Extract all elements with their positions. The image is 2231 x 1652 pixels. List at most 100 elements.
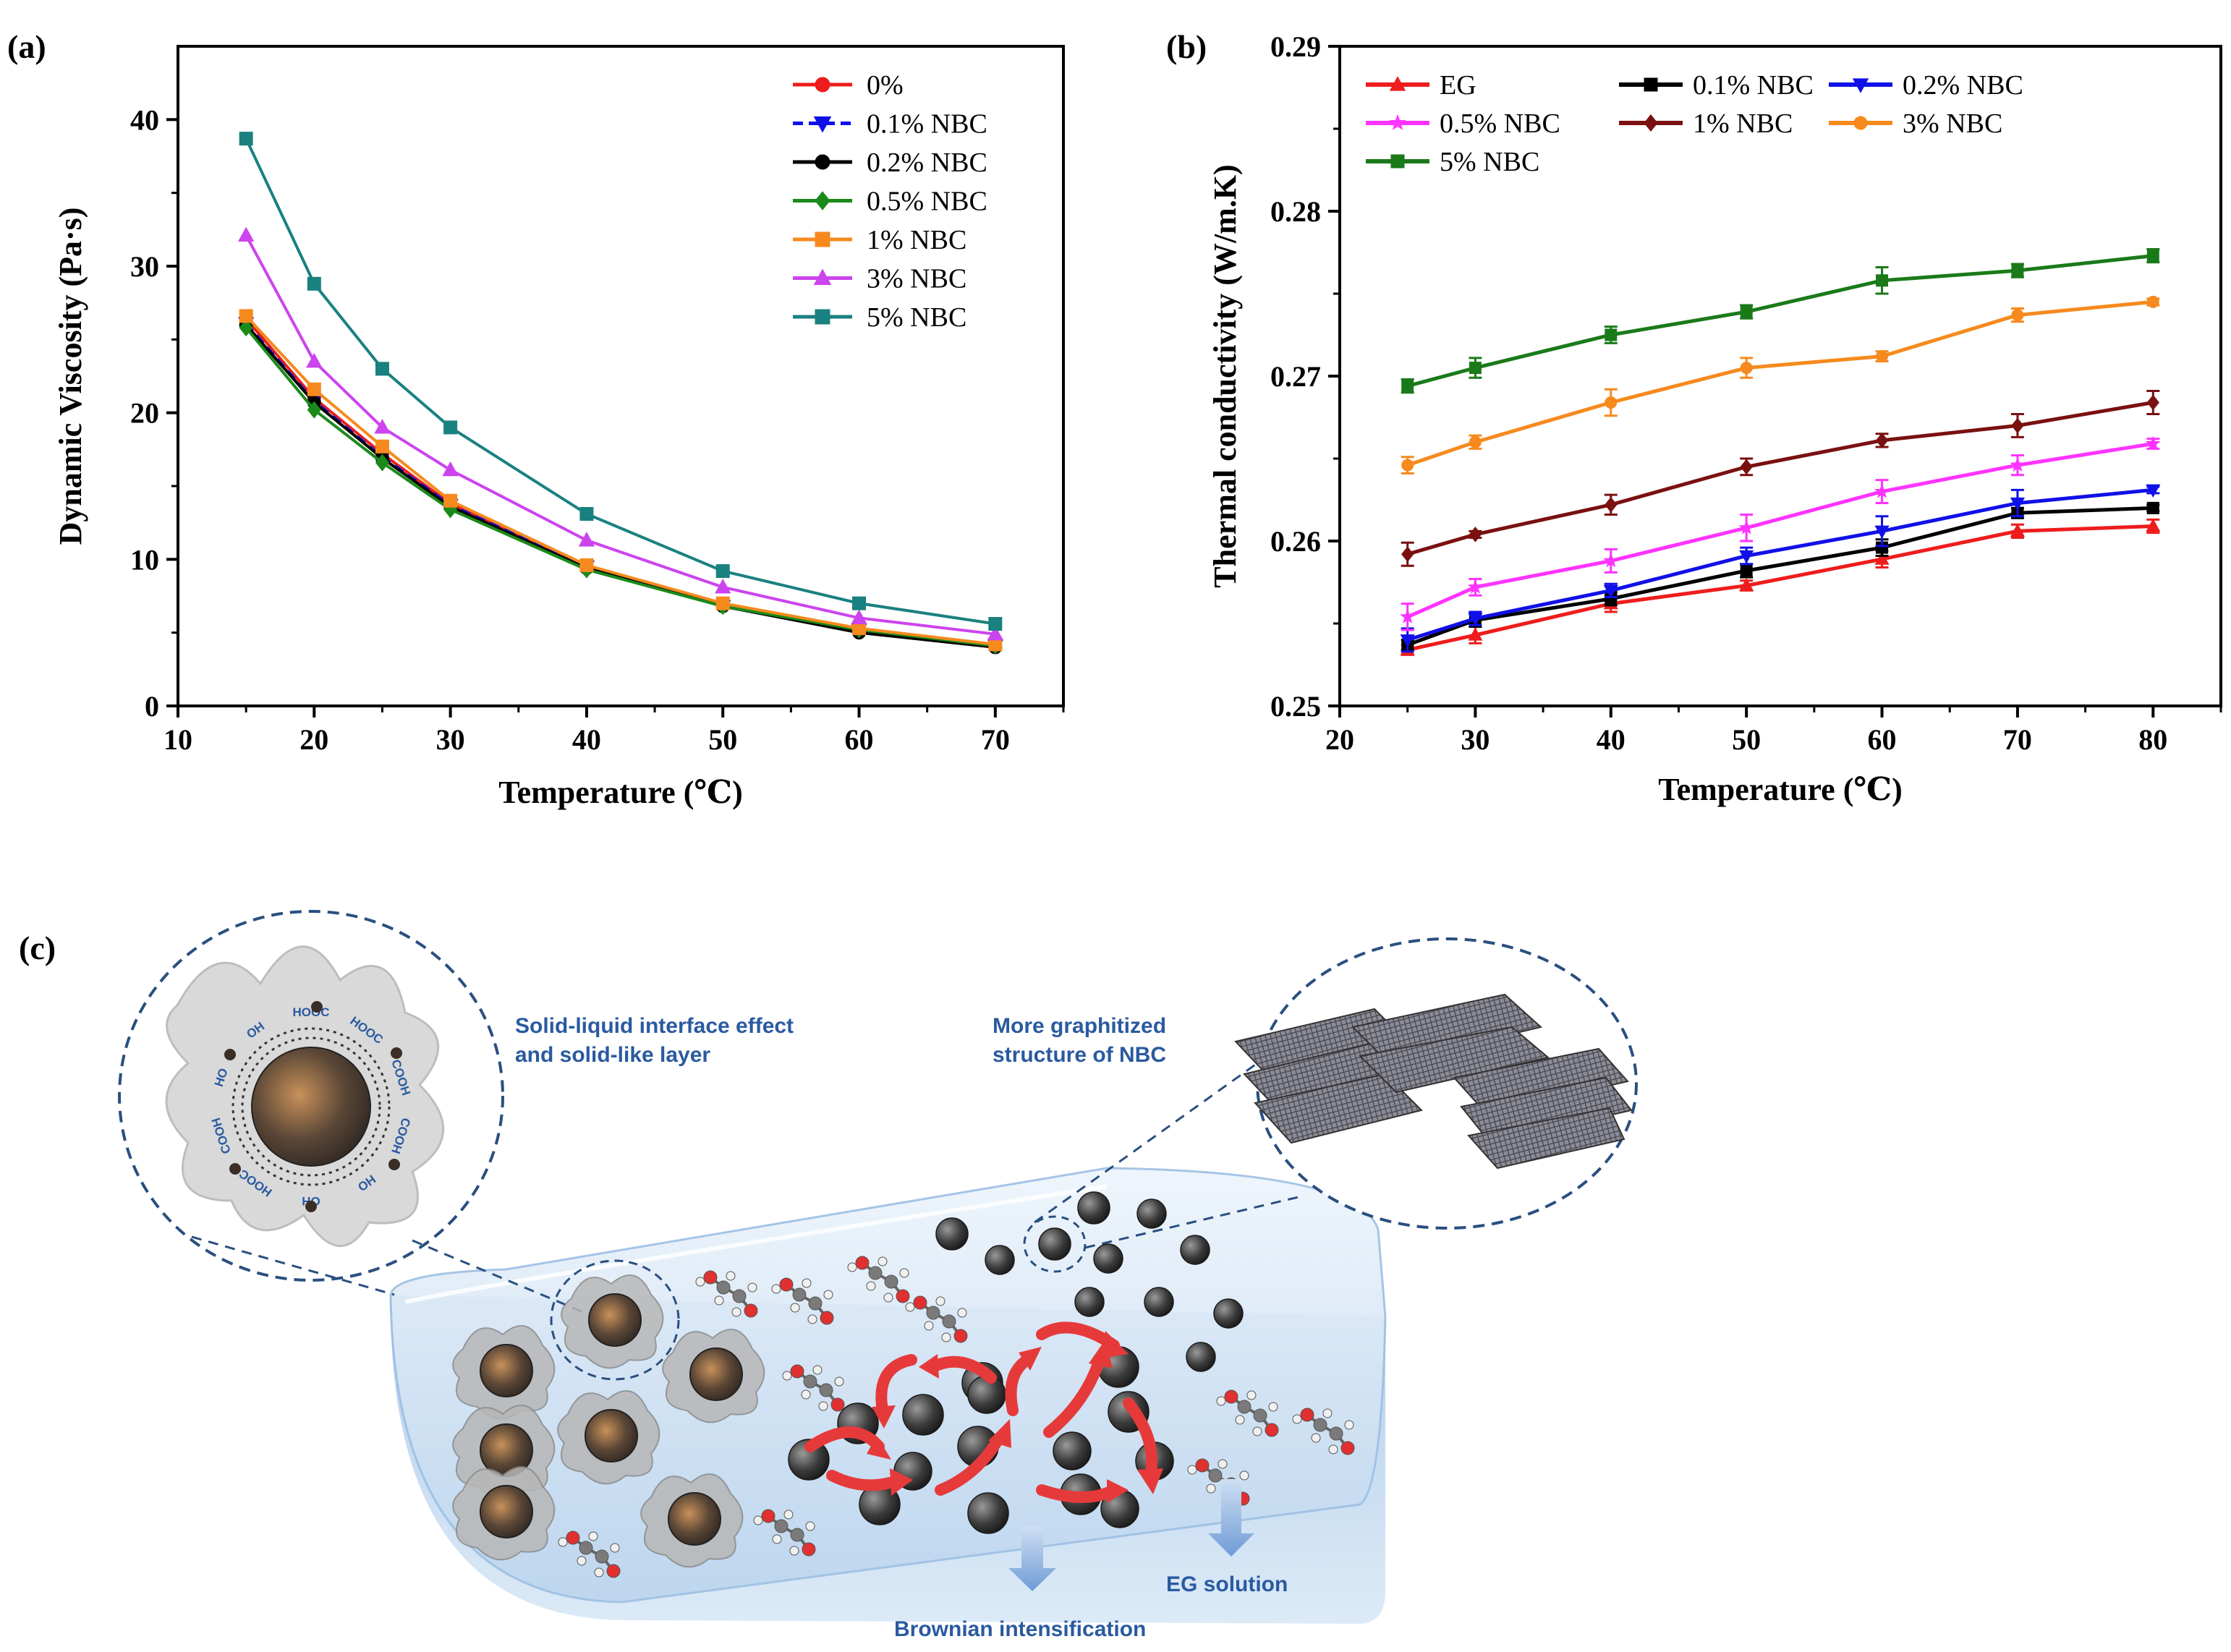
red-arrow	[1123, 1397, 1157, 1481]
chart-b-series	[1400, 247, 2161, 656]
data-point	[306, 352, 323, 368]
chart-b-xlabel: Temperature (℃)	[1658, 772, 1902, 807]
red-arrowhead	[872, 1405, 896, 1429]
data-point	[2146, 250, 2159, 263]
y-tick-label: 0.28	[1270, 195, 1321, 228]
data-point	[239, 309, 253, 323]
y-tick-label: 0.27	[1270, 360, 1321, 393]
data-point	[1401, 459, 1414, 472]
red-arrow	[935, 1434, 1004, 1496]
legend-marker	[1853, 116, 1868, 130]
legend-marker	[1644, 114, 1658, 132]
x-tick-label: 70	[981, 723, 1010, 756]
data-point	[307, 276, 321, 291]
legend-marker	[813, 116, 832, 133]
chart-a-series	[237, 132, 1004, 655]
chart-b-legend: EG 0.1% NBC 0.2% NBC 0.5% NBC 1% NBC 3% NBC 5%…	[1366, 70, 2023, 177]
legend-item: 0.5% NBC	[793, 187, 987, 217]
chart-b-axes: 20 30 40 50 60 70 80 0.25 0.26 0.27 0.28 0.29	[1270, 30, 2222, 756]
nbc-particle	[1180, 1235, 1210, 1265]
data-point	[2146, 295, 2159, 308]
data-point	[1876, 274, 1889, 287]
legend-item: 0.1% NBC	[793, 109, 987, 140]
legend-label: 1% NBC	[1693, 108, 1793, 139]
series-1-nbc	[239, 309, 1003, 652]
nbc-particle	[1077, 1191, 1110, 1225]
series-line	[245, 322, 996, 647]
nbc-particle	[985, 1245, 1015, 1275]
nbc-particle	[902, 1394, 944, 1436]
x-tick-label: 50	[1732, 723, 1761, 756]
data-point	[237, 226, 255, 242]
data-point	[1738, 519, 1754, 535]
x-tick-label: 20	[1325, 723, 1354, 756]
nbc-flake	[662, 1329, 765, 1423]
legend-marker	[1390, 154, 1405, 169]
series-line	[245, 326, 996, 647]
x-tick-label: 20	[299, 723, 328, 756]
data-point	[2146, 518, 2161, 532]
x-tick-label: 60	[1868, 723, 1897, 756]
zoom-source-particle	[1023, 1215, 1087, 1273]
caption-graphitized-line1: More graphitized	[993, 1014, 1166, 1038]
legend-label: 3% NBC	[867, 264, 966, 294]
data-point	[1874, 525, 1890, 539]
legend-item: 3% NBC	[1829, 108, 2002, 139]
series-line	[245, 318, 996, 649]
red-arrowhead	[1137, 1468, 1163, 1494]
data-point	[2010, 497, 2025, 511]
series-line	[245, 234, 996, 636]
eg-molecule	[1292, 1408, 1355, 1455]
y-tick-label: 0.29	[1270, 30, 1321, 63]
data-point	[2010, 457, 2026, 472]
legend-label: 0.5% NBC	[867, 187, 987, 217]
red-arrow	[826, 1470, 896, 1491]
x-tick-label: 40	[572, 723, 601, 756]
chart-a-frame	[177, 45, 1065, 707]
nbc-flake-particles	[452, 1274, 765, 1568]
data-point	[375, 454, 390, 472]
series-0-	[239, 312, 1003, 655]
data-point	[1400, 634, 1415, 648]
legend-label: 1% NBC	[867, 225, 966, 255]
solid-like-layer-ring-1	[241, 1036, 381, 1177]
series-3-nbc	[237, 226, 1004, 641]
data-point	[2145, 435, 2161, 451]
caption-eg-solution: EG solution	[1166, 1572, 1288, 1596]
zoom-line-right-2	[1084, 1196, 1299, 1249]
series-0-2-nbc	[239, 318, 1003, 655]
chart-b-ylabel: Thermal conductivity (W/m.K)	[1207, 164, 1243, 587]
legend-label: 5% NBC	[1440, 147, 1539, 177]
y-tick-label: 0	[145, 690, 159, 723]
data-point	[1605, 497, 1618, 513]
nbc-particle	[967, 1492, 1009, 1534]
x-tick-label: 30	[1461, 723, 1490, 756]
legend-marker	[1389, 114, 1406, 130]
nbc-flake	[640, 1473, 744, 1568]
red-arrowhead	[890, 1468, 913, 1496]
data-point	[852, 596, 867, 610]
data-point	[1401, 546, 1414, 563]
eg-molecule	[1216, 1389, 1279, 1437]
data-point	[2010, 523, 2025, 537]
eg-molecule	[847, 1256, 910, 1303]
panel-a-label: (a)	[7, 28, 46, 65]
data-point	[1468, 613, 1483, 626]
dopant-atom	[388, 1159, 400, 1170]
series-0-1-nbc	[237, 317, 1004, 655]
eg-molecule	[753, 1509, 816, 1557]
eg-molecule	[905, 1295, 968, 1343]
legend-marker	[1644, 77, 1658, 92]
legend-label: 0.1% NBC	[1693, 70, 1814, 101]
x-tick-label: 70	[2003, 723, 2032, 756]
chart-a-ylabel: Dynamic Viscosity (Pa·s)	[53, 208, 88, 545]
data-point	[1401, 380, 1414, 393]
legend-marker	[815, 231, 830, 247]
nbc-particle	[1038, 1227, 1071, 1261]
data-point	[988, 617, 1003, 631]
legend-label: 3% NBC	[1903, 108, 2002, 139]
data-point	[375, 362, 389, 376]
dopant-atom	[391, 1047, 402, 1059]
caption-brownian: Brownian intensification	[894, 1617, 1146, 1641]
nbc-flake	[452, 1325, 556, 1420]
